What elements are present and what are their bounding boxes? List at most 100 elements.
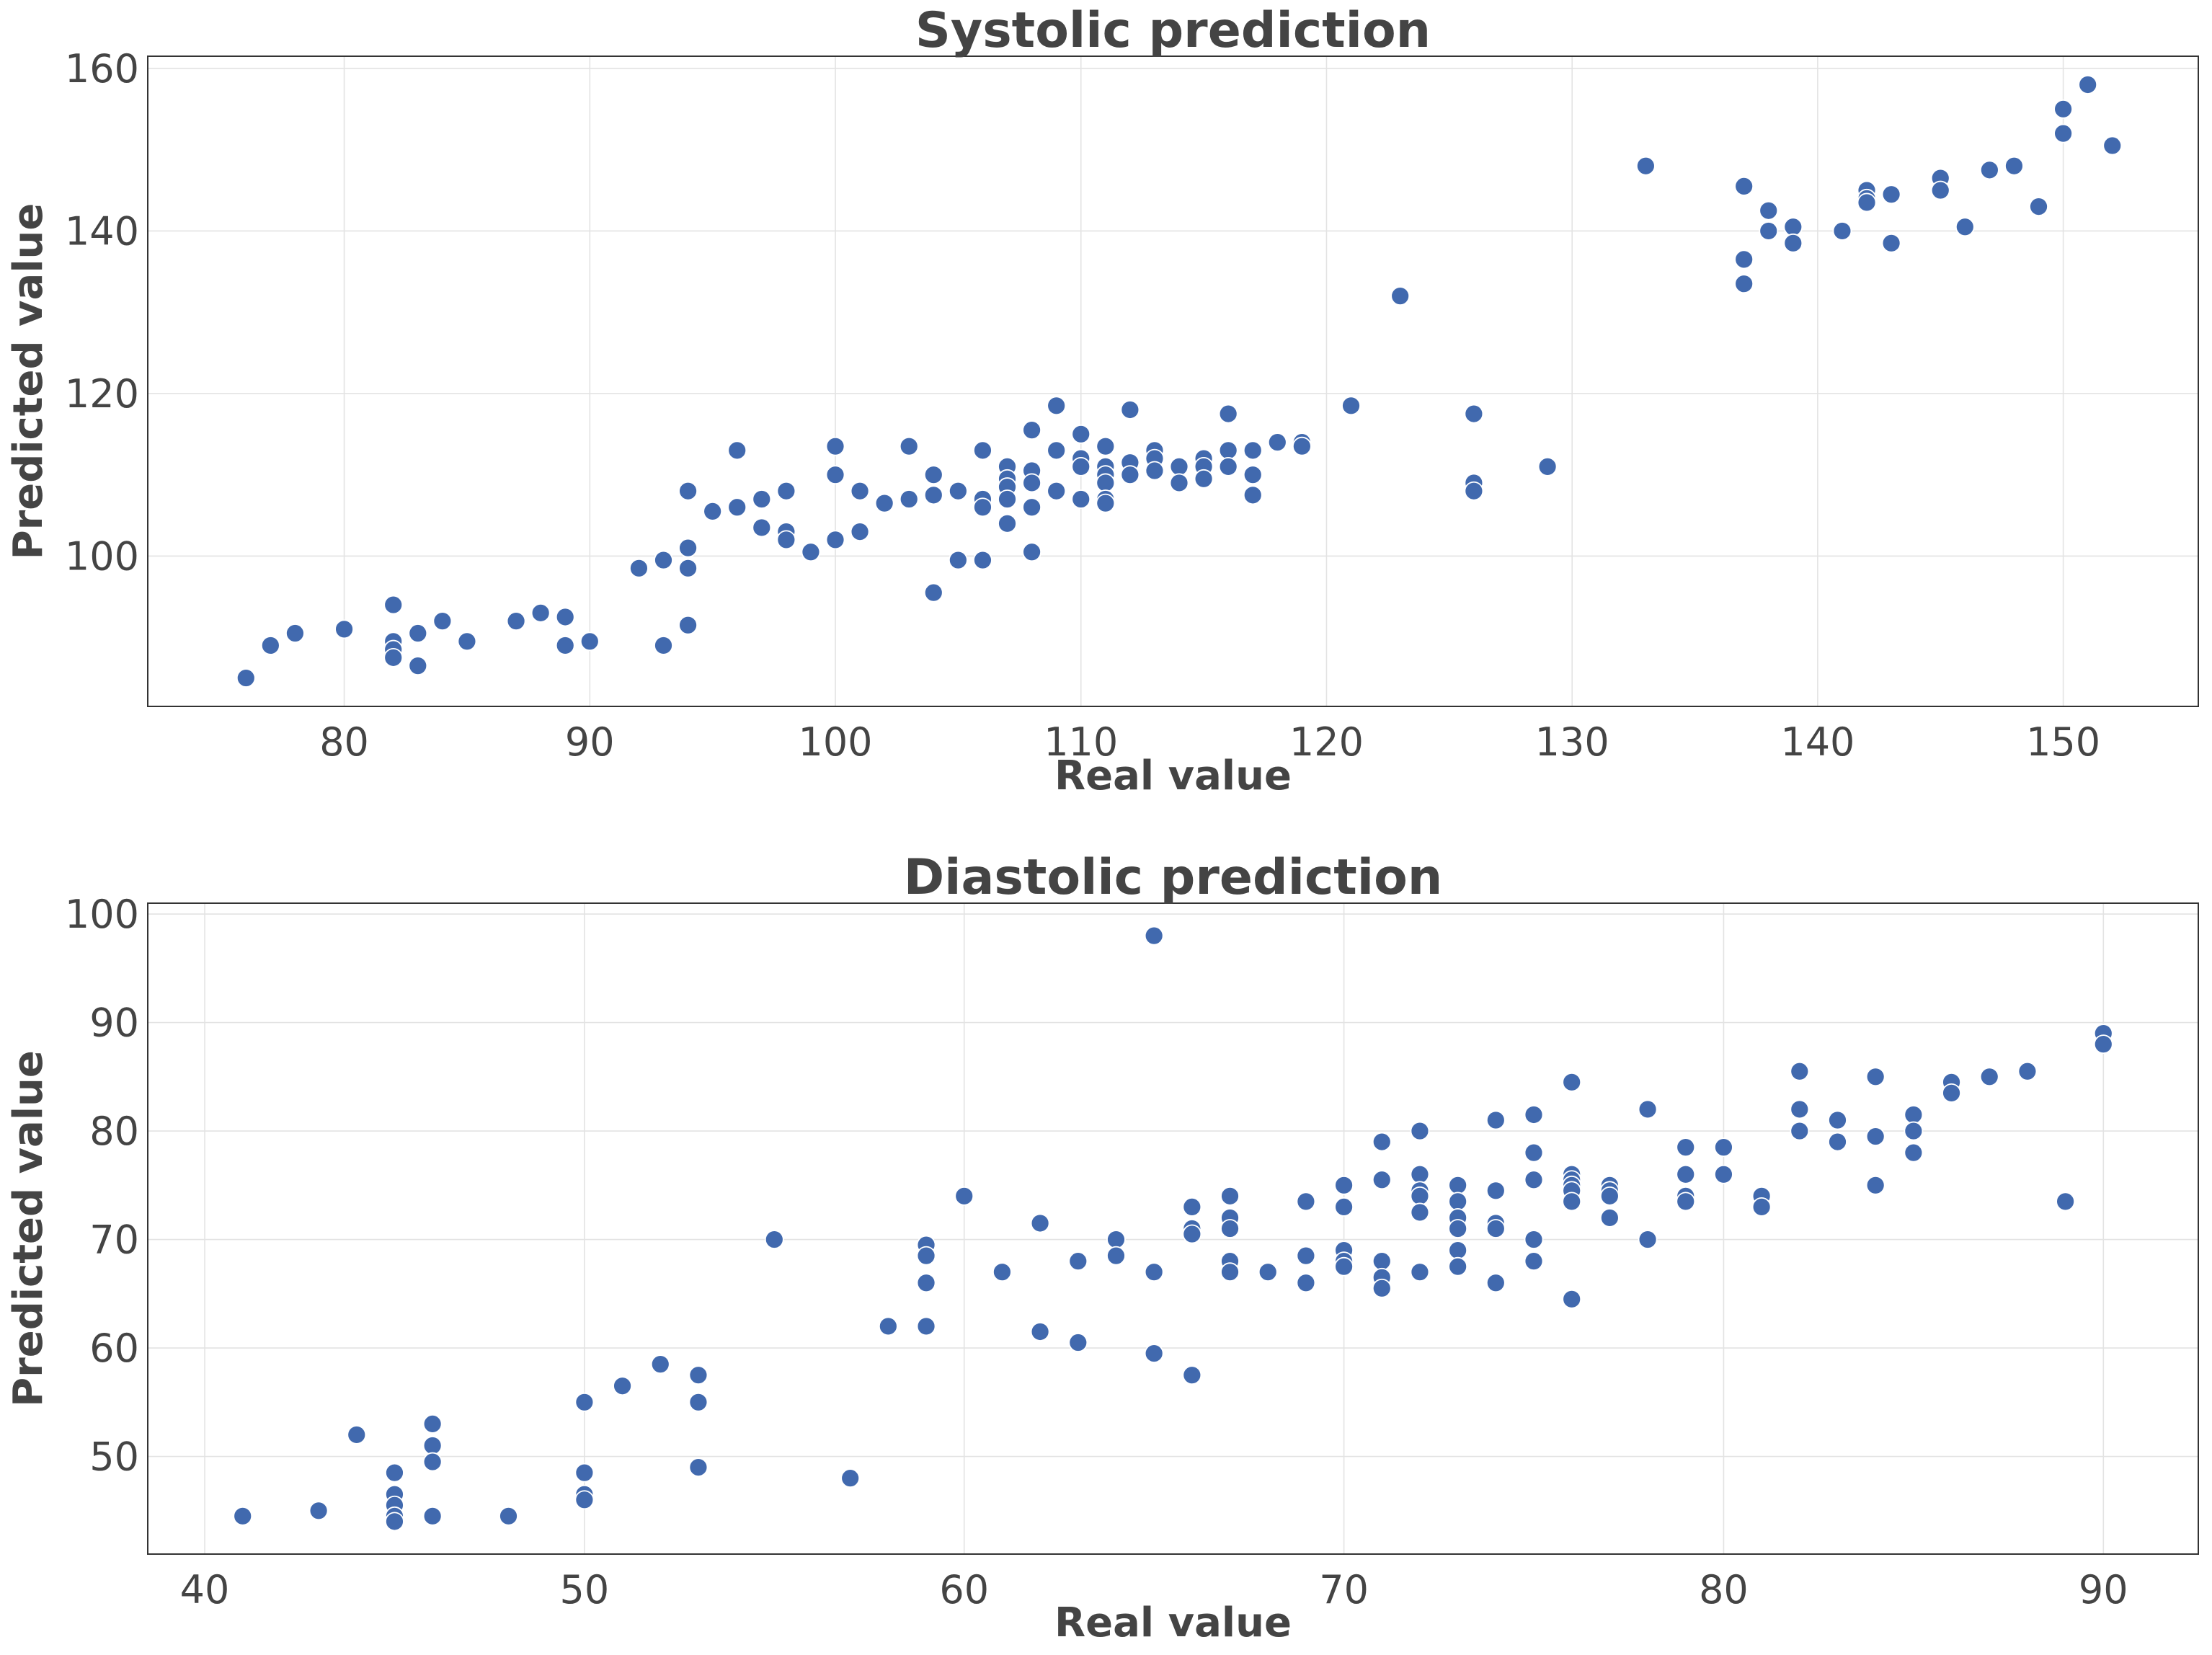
systolic-data-point [1022, 542, 1041, 562]
systolic-data-point [923, 485, 943, 505]
diastolic-data-point [1410, 1202, 1430, 1223]
systolic-data-point [1759, 200, 1779, 221]
diastolic-data-point [1751, 1197, 1772, 1217]
systolic-data-point [1734, 249, 1754, 270]
systolic-x-tick-label: 100 [798, 719, 872, 765]
systolic-data-point [1194, 469, 1214, 489]
systolic-data-point [1464, 481, 1484, 501]
systolic-data-point [1635, 156, 1656, 176]
systolic-x-tick-label: 140 [1780, 719, 1855, 765]
diastolic-data-point [1068, 1251, 1088, 1272]
systolic-data-point [555, 607, 575, 627]
diastolic-data-point [1030, 1322, 1050, 1341]
diastolic-data-point [1865, 1067, 1885, 1087]
diastolic-data-point [1220, 1219, 1240, 1238]
diastolic-data-point [2093, 1034, 2113, 1055]
systolic-data-point [776, 481, 796, 501]
diastolic-data-point [422, 1452, 443, 1472]
diastolic-data-point [1448, 1241, 1468, 1260]
systolic-data-point [1169, 456, 1189, 476]
systolic-data-point [383, 647, 404, 667]
systolic-data-point [1096, 473, 1116, 493]
diastolic-data-point [1524, 1251, 1544, 1272]
diastolic-data-point [1676, 1164, 1696, 1184]
diastolic-data-point [1258, 1262, 1278, 1282]
systolic-y-tick-label: 120 [65, 371, 139, 417]
diastolic-data-point [2017, 1061, 2038, 1081]
diastolic-data-point [1410, 1164, 1430, 1184]
systolic-data-point [506, 611, 526, 631]
diastolic-y-tick-label: 80 [89, 1109, 139, 1154]
diastolic-data-point [1372, 1251, 1392, 1272]
systolic-data-point [1096, 493, 1116, 513]
diastolic-data-point [1865, 1175, 1885, 1195]
diastolic-data-point [1448, 1219, 1468, 1238]
diastolic-data-point [688, 1392, 709, 1412]
systolic-data-point [998, 513, 1017, 533]
diastolic-data-point [1448, 1175, 1468, 1195]
systolic-x-axis-label: Real value [1054, 753, 1292, 799]
systolic-data-point [1096, 436, 1116, 456]
systolic-data-point [1832, 221, 1852, 241]
diastolic-data-point [1485, 1273, 1506, 1293]
systolic-data-point [236, 668, 256, 688]
systolic-data-point [678, 538, 698, 558]
diastolic-data-point [1334, 1175, 1354, 1195]
diastolic-data-point [2056, 1192, 2076, 1212]
diastolic-data-point [1410, 1262, 1430, 1282]
systolic-data-point [2102, 136, 2123, 156]
diastolic-data-point [385, 1463, 404, 1483]
systolic-data-point [825, 465, 845, 485]
systolic-data-point [1071, 489, 1091, 509]
diastolic-data-point [1220, 1262, 1240, 1282]
systolic-data-point [1759, 221, 1779, 241]
diastolic-data-point [1182, 1365, 1202, 1385]
systolic-data-point [727, 497, 747, 518]
systolic-data-point [1022, 420, 1041, 440]
diastolic-data-point [1676, 1192, 1696, 1212]
systolic-chart: 80 90 100 110 120 130 140 150 100 120 140 160 Systol… [5, 2, 2199, 799]
systolic-data-point [1022, 497, 1041, 518]
diastolic-x-axis-label: Real value [1054, 1599, 1292, 1646]
diastolic-data-point [1372, 1132, 1392, 1152]
diastolic-chart: 40 50 60 70 80 90 50 60 70 80 90 100 Diastolic predi… [5, 849, 2199, 1646]
systolic-data-point [1783, 233, 1803, 253]
diastolic-data-point [1790, 1061, 1810, 1081]
systolic-data-point [334, 619, 354, 639]
systolic-x-tick-label: 110 [1044, 719, 1118, 765]
systolic-data-point [998, 489, 1017, 509]
diastolic-data-point [954, 1186, 974, 1206]
diastolic-x-tick-label: 80 [1699, 1567, 1749, 1612]
diastolic-data-point [1979, 1067, 1999, 1087]
systolic-data-point [260, 636, 280, 655]
systolic-data-point [654, 636, 673, 655]
diastolic-x-tick-label: 50 [560, 1567, 610, 1612]
systolic-data-point [2004, 156, 2024, 176]
diastolic-data-point [1296, 1273, 1316, 1293]
diastolic-data-point [1144, 1262, 1164, 1282]
systolic-data-point [1047, 481, 1067, 501]
diastolic-data-point [1485, 1219, 1506, 1238]
diastolic-data-point [1942, 1083, 1961, 1103]
systolic-x-tick-label: 90 [565, 719, 615, 765]
diastolic-data-point [1030, 1213, 1050, 1233]
diastolic-data-point [1599, 1208, 1620, 1228]
systolic-data-point [923, 582, 943, 603]
diastolic-data-point [764, 1230, 784, 1249]
systolic-data-point [2078, 75, 2098, 94]
diastolic-data-point [422, 1506, 443, 1526]
systolic-y-axis-label: Predicted value [5, 203, 52, 560]
systolic-data-point [850, 522, 870, 541]
diastolic-data-point [1599, 1186, 1620, 1206]
systolic-data-point [678, 481, 698, 501]
systolic-data-point [1930, 180, 1950, 200]
systolic-data-point [948, 550, 968, 570]
systolic-data-point [1243, 465, 1263, 485]
systolic-data-point [1218, 440, 1238, 461]
systolic-data-point [1022, 473, 1041, 493]
systolic-data-point [1734, 274, 1754, 294]
diastolic-data-point [650, 1354, 670, 1375]
diastolic-data-point [1524, 1170, 1544, 1190]
diastolic-data-point [1068, 1333, 1088, 1352]
